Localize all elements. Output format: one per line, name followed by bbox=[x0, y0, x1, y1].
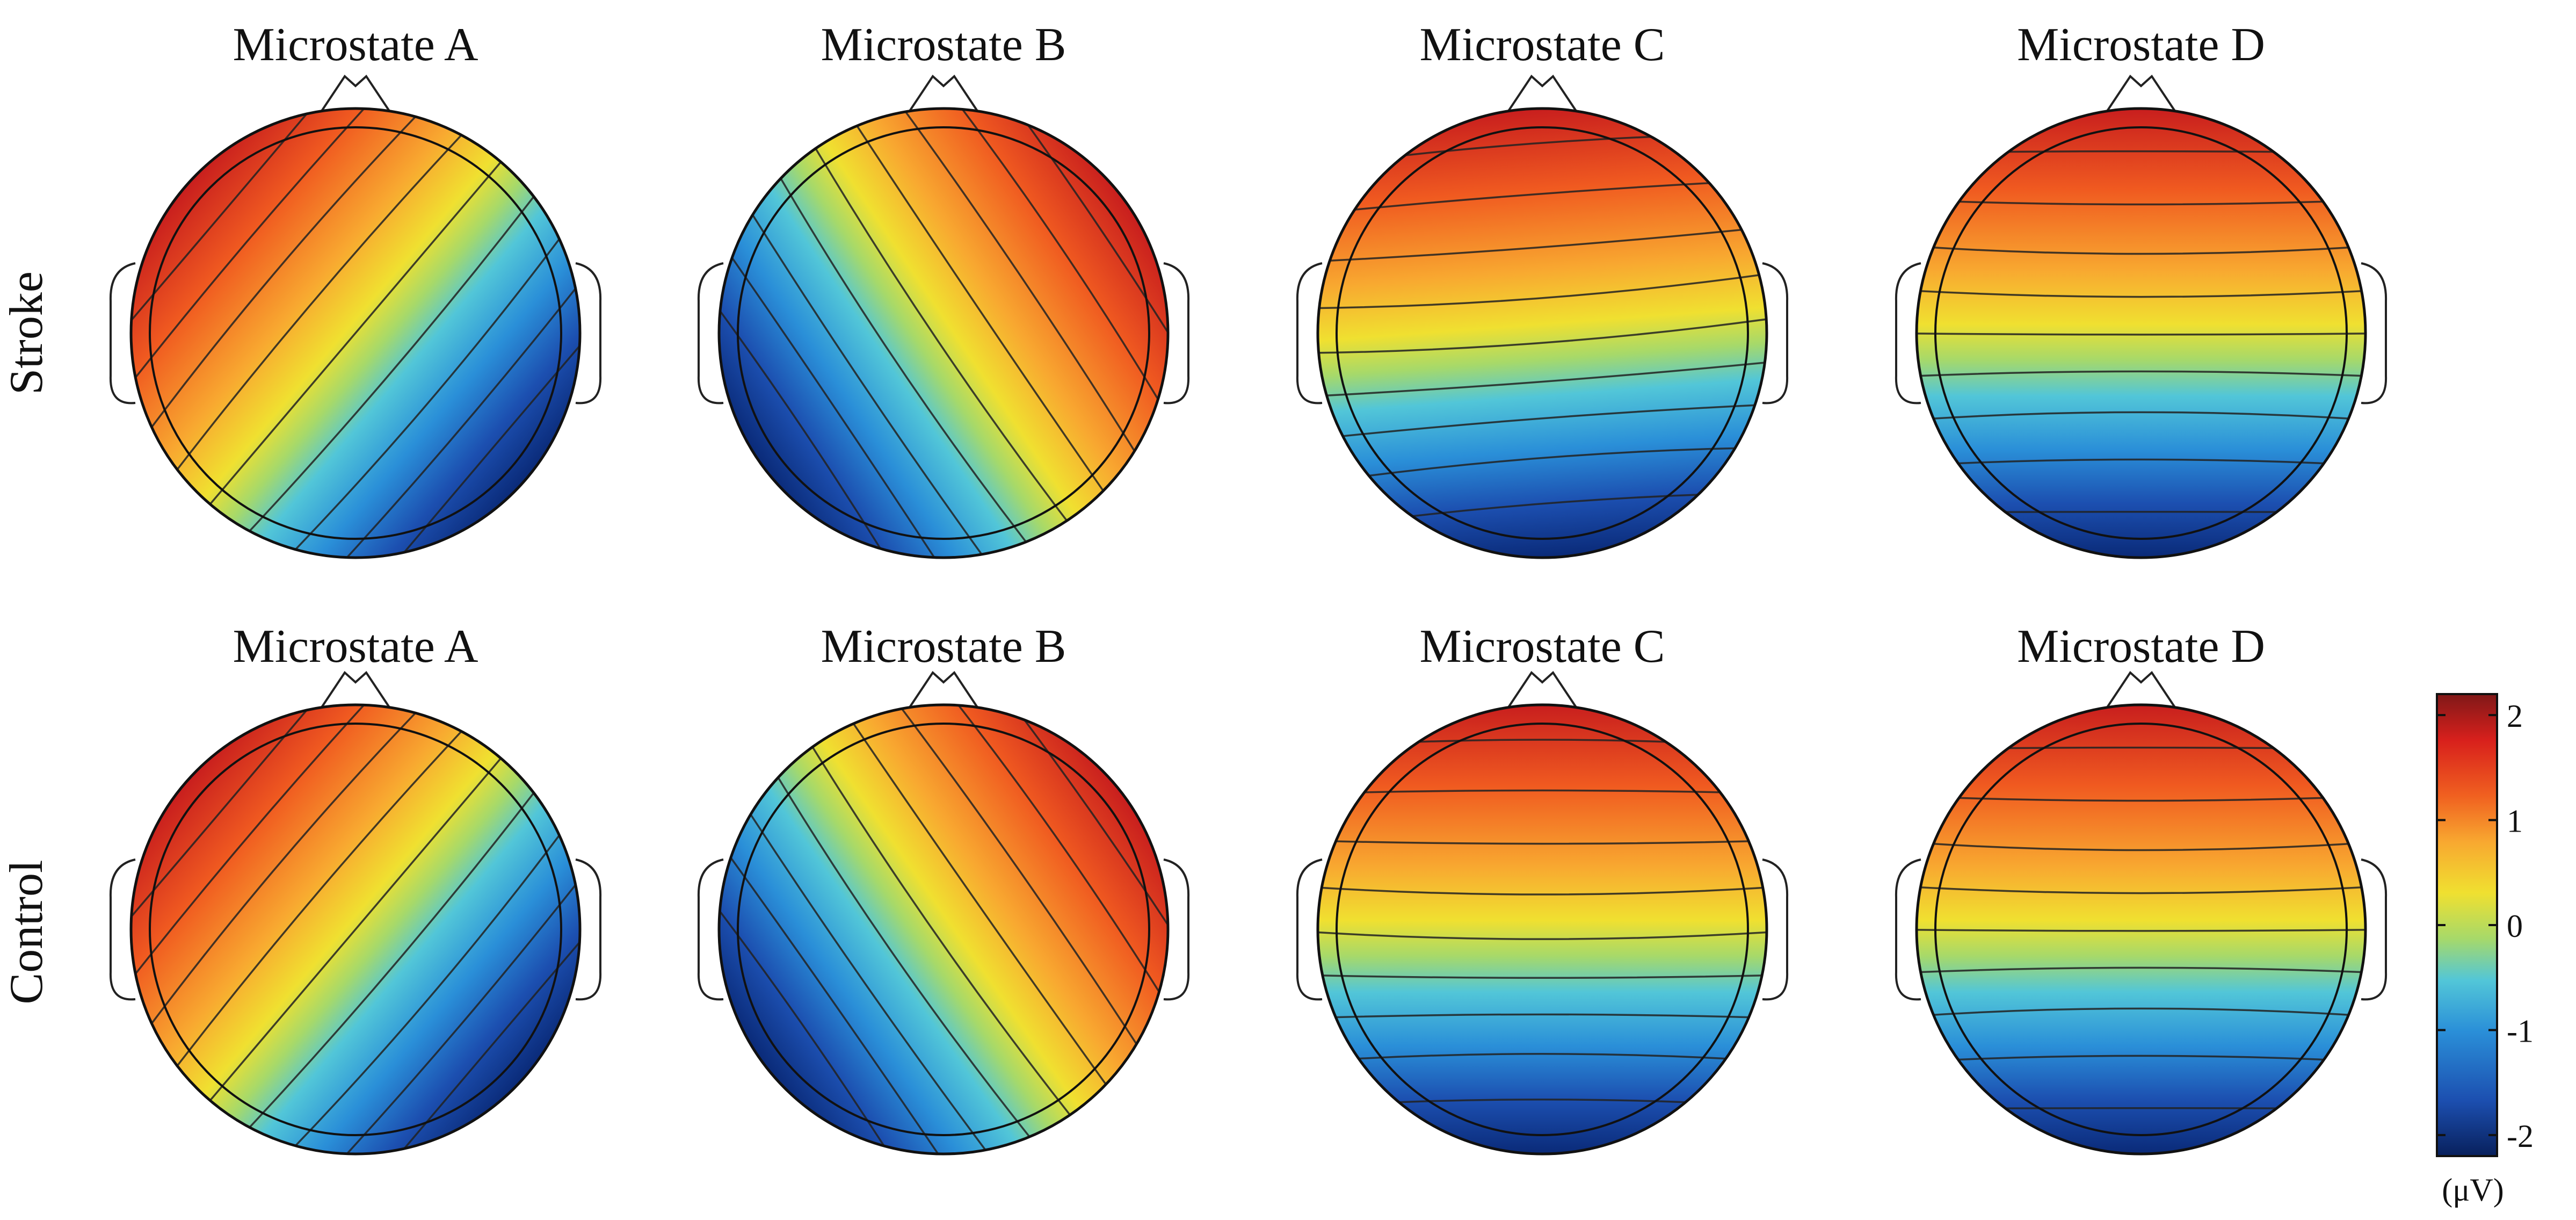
topomap bbox=[697, 74, 1190, 559]
topomap-grid bbox=[109, 74, 2388, 1156]
head-outline bbox=[129, 107, 582, 559]
map-title: Microstate A bbox=[233, 620, 478, 673]
head-outline bbox=[717, 703, 1170, 1156]
head-outline bbox=[1915, 107, 2367, 559]
scalp-map bbox=[719, 109, 1168, 558]
left-ear bbox=[697, 858, 724, 1001]
contour-lines bbox=[132, 110, 579, 557]
colorbar-gradient bbox=[2436, 693, 2498, 1157]
right-ear bbox=[1762, 262, 1789, 405]
map-title: Microstate C bbox=[1419, 620, 1665, 673]
left-ear bbox=[109, 858, 136, 1001]
right-ear bbox=[575, 858, 602, 1001]
left-ear bbox=[1895, 858, 1921, 1001]
electrode-circle bbox=[737, 126, 1150, 540]
nose bbox=[904, 74, 983, 119]
svg-text:Stroke: Stroke bbox=[1, 271, 53, 395]
colorbar-tick-label: 2 bbox=[2507, 698, 2523, 734]
map-title: Microstate C bbox=[1419, 19, 1665, 71]
colorbar: 2 1 0 -1 -2 (μV) bbox=[2436, 693, 2534, 1208]
right-ear bbox=[1163, 262, 1190, 405]
map-title: Microstate B bbox=[821, 620, 1066, 673]
nose bbox=[1503, 74, 1582, 119]
colorbar-tick-label: 1 bbox=[2507, 804, 2523, 839]
scalp-map bbox=[1318, 109, 1767, 558]
nose bbox=[1503, 670, 1582, 716]
map-title: Microstate B bbox=[821, 19, 1066, 71]
head-outline bbox=[1316, 703, 1768, 1156]
map-title: Microstate D bbox=[2017, 620, 2265, 673]
scalp-map bbox=[1917, 705, 2365, 1154]
topomap bbox=[109, 670, 602, 1156]
electrode-circle bbox=[1934, 723, 2348, 1136]
contour-lines bbox=[132, 706, 579, 1153]
electrode-circle bbox=[149, 723, 562, 1136]
map-title: Microstate A bbox=[233, 19, 478, 71]
topomap bbox=[109, 74, 602, 559]
left-ear bbox=[1895, 262, 1921, 405]
colorbar-tick-label: 0 bbox=[2507, 908, 2523, 944]
right-ear bbox=[2361, 858, 2388, 1001]
scalp-map bbox=[1917, 109, 2365, 558]
electrode-circle bbox=[1336, 723, 1749, 1136]
contour-lines bbox=[720, 706, 1167, 1153]
svg-text:Control: Control bbox=[1, 860, 53, 1005]
head-outline bbox=[717, 107, 1170, 559]
row-label-stroke: Stroke bbox=[1, 271, 53, 395]
topomap bbox=[697, 670, 1190, 1156]
map-title: Microstate D bbox=[2017, 19, 2265, 71]
electrode-circle bbox=[149, 126, 562, 540]
topomap bbox=[1895, 670, 2388, 1156]
right-ear bbox=[1163, 858, 1190, 1001]
scalp-map bbox=[719, 705, 1168, 1154]
nose bbox=[316, 74, 395, 119]
electrode-circle bbox=[1336, 126, 1749, 540]
nose bbox=[2101, 74, 2181, 119]
colorbar-tick-label: -1 bbox=[2507, 1013, 2534, 1049]
scalp-map bbox=[1318, 705, 1767, 1154]
head-outline bbox=[129, 703, 582, 1156]
topomap bbox=[1895, 74, 2388, 559]
colorbar-unit: (μV) bbox=[2442, 1172, 2504, 1208]
colorbar-tick-label: -2 bbox=[2507, 1118, 2534, 1154]
left-ear bbox=[697, 262, 724, 405]
right-ear bbox=[2361, 262, 2388, 405]
nose bbox=[316, 670, 395, 716]
electrode-circle bbox=[737, 723, 1150, 1136]
nose bbox=[2101, 670, 2181, 716]
head-outline bbox=[1915, 703, 2367, 1156]
head-outline bbox=[1316, 107, 1768, 559]
topomap bbox=[1296, 670, 1789, 1156]
right-ear bbox=[575, 262, 602, 405]
left-ear bbox=[1296, 858, 1323, 1001]
right-ear bbox=[1762, 858, 1789, 1001]
nose bbox=[904, 670, 983, 716]
topomap bbox=[1296, 74, 1789, 559]
electrode-circle bbox=[1934, 126, 2348, 540]
row-label-control: Control bbox=[1, 860, 53, 1005]
left-ear bbox=[1296, 262, 1323, 405]
left-ear bbox=[109, 262, 136, 405]
